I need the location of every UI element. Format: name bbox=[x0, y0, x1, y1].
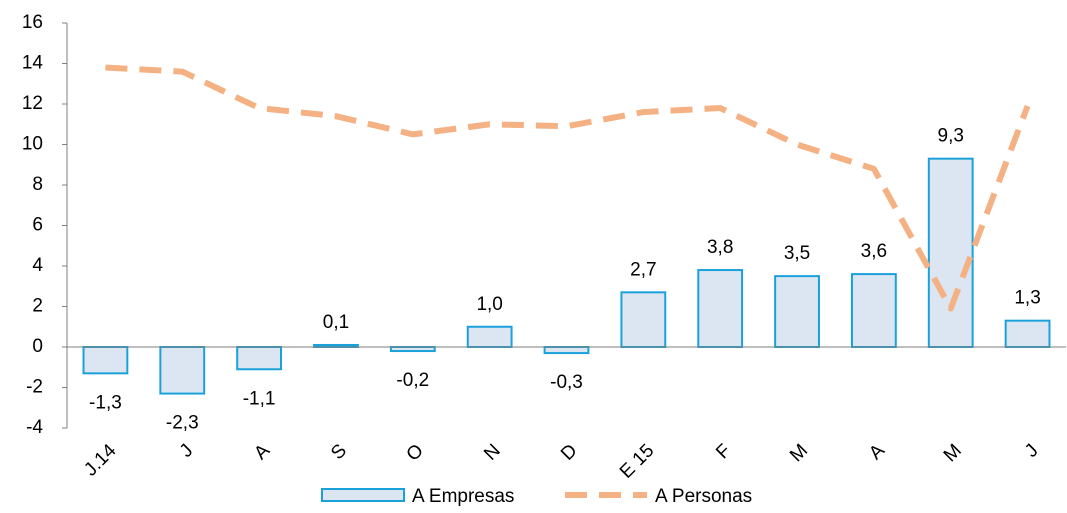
x-tick-label: F bbox=[712, 440, 735, 463]
data-label: 3,5 bbox=[784, 243, 810, 264]
line-series bbox=[105, 64, 1031, 312]
x-tick-label: A bbox=[865, 440, 889, 464]
y-tick-label: 10 bbox=[22, 134, 43, 155]
x-tick-label: D bbox=[557, 440, 582, 465]
x-tick-label: M bbox=[940, 440, 966, 466]
x-tick-label: N bbox=[480, 440, 505, 465]
bar bbox=[159, 346, 206, 395]
data-label: 1,3 bbox=[1014, 288, 1040, 309]
x-tick-label: J bbox=[176, 440, 198, 462]
legend-swatch bbox=[321, 488, 405, 502]
x-tick-label: M bbox=[786, 440, 812, 466]
bar bbox=[697, 269, 744, 348]
data-label: 9,3 bbox=[938, 126, 964, 147]
data-label: 3,6 bbox=[861, 241, 887, 262]
data-label: -1,3 bbox=[89, 392, 122, 413]
bar bbox=[927, 157, 974, 348]
y-tick-label: 14 bbox=[22, 53, 44, 74]
bar bbox=[466, 325, 513, 348]
data-label: -0,2 bbox=[396, 370, 429, 391]
bar bbox=[1004, 319, 1051, 348]
x-tick-label: J.14 bbox=[80, 440, 121, 481]
legend-label: A Personas bbox=[655, 486, 752, 507]
data-label: -1,1 bbox=[243, 388, 276, 409]
x-tick-label: E 15 bbox=[616, 440, 658, 482]
data-label: -2,3 bbox=[166, 413, 199, 434]
y-tick-label: 12 bbox=[22, 93, 43, 114]
y-tick-label: 4 bbox=[32, 255, 43, 276]
bar bbox=[236, 346, 283, 371]
x-tick-label: J bbox=[1021, 440, 1043, 462]
y-tick-label: -2 bbox=[26, 377, 43, 398]
data-label: 1,0 bbox=[476, 294, 502, 315]
x-tick-label: O bbox=[403, 440, 428, 465]
data-label: 2,7 bbox=[630, 259, 656, 280]
bar bbox=[774, 275, 820, 348]
data-label: 3,8 bbox=[707, 237, 733, 258]
bar bbox=[389, 346, 436, 353]
y-tick-label: 8 bbox=[32, 174, 43, 195]
bar bbox=[850, 273, 897, 349]
y-tick-label: 16 bbox=[22, 12, 43, 33]
legend-label: A Empresas bbox=[412, 486, 514, 507]
y-tick-label: 6 bbox=[32, 215, 43, 236]
x-tick-label: S bbox=[327, 440, 351, 464]
bar bbox=[543, 346, 590, 355]
data-label: -0,3 bbox=[550, 372, 583, 393]
bar bbox=[82, 346, 129, 375]
y-tick-label: 0 bbox=[32, 336, 43, 357]
bar bbox=[620, 291, 667, 349]
y-tick-label: 2 bbox=[32, 296, 43, 317]
y-tick-label: -4 bbox=[26, 417, 43, 438]
data-label: 0,1 bbox=[323, 312, 349, 333]
x-tick-label: A bbox=[250, 440, 274, 464]
